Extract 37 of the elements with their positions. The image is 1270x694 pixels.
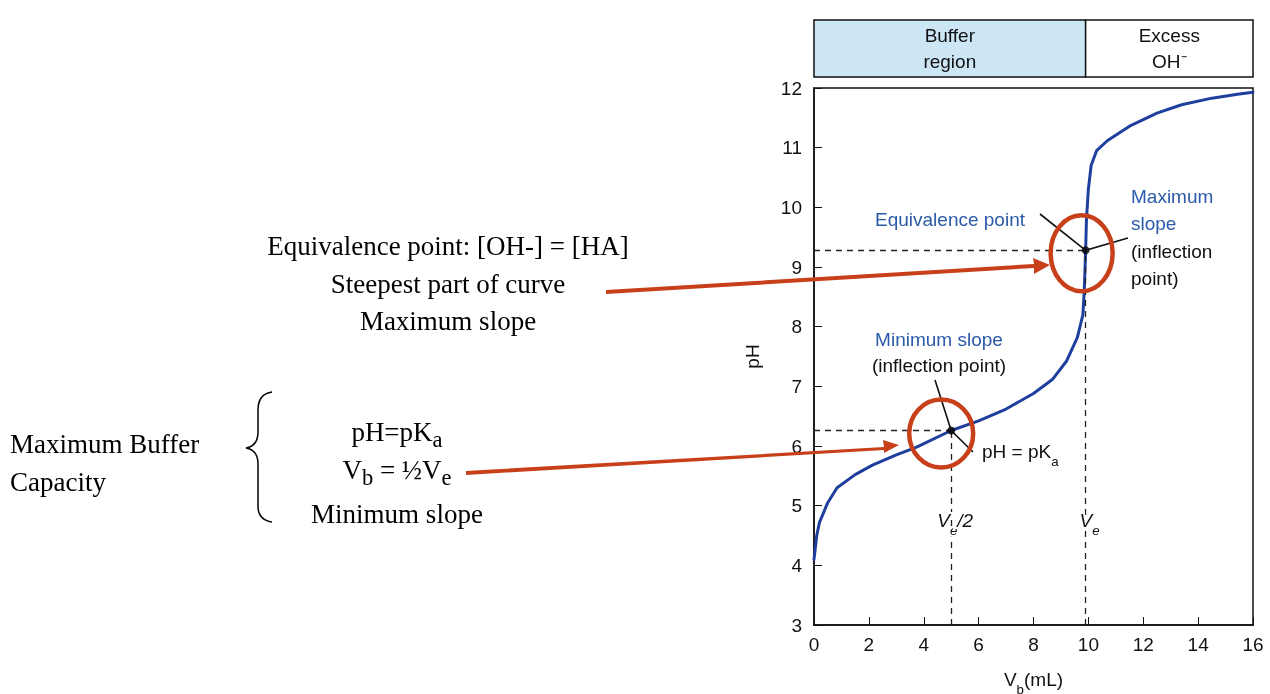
text: Maximum slope — [358, 305, 538, 338]
annotation: Minimum slope — [875, 329, 1003, 350]
y-tick-label: 9 — [791, 256, 802, 278]
x-tick-label: 12 — [1132, 634, 1154, 655]
text: Equivalence point: [OH-] = [HA] — [266, 230, 630, 263]
text: Steepest part of curve — [329, 268, 567, 301]
x-tick-label: 10 — [1077, 634, 1099, 655]
x-tick-label: 14 — [1187, 634, 1210, 655]
x-axis-title: V$_{b}$(mL) — [1003, 669, 1064, 694]
annotation: (inflection point) — [1131, 241, 1213, 289]
text: Maximum Buffer Capacity — [10, 428, 201, 499]
x-tick-label: 8 — [1028, 634, 1039, 655]
text: Buffer region — [923, 25, 977, 72]
y-tick-label: 10 — [780, 196, 802, 218]
ref-line-label: V$_{e}$ — [1079, 509, 1100, 538]
annotation: Maximum slope — [1131, 186, 1214, 234]
y-tick-label: 5 — [791, 495, 802, 517]
text: pH=pK$_{a}$ — [351, 417, 443, 453]
y-axis-title: pH — [742, 344, 763, 369]
x-tick-label: 0 — [808, 634, 820, 655]
annotation: (inflection point) — [871, 355, 1007, 376]
y-tick-label: 7 — [791, 375, 802, 397]
x-tick-label: 16 — [1242, 634, 1264, 655]
y-tick-label: 6 — [791, 435, 802, 457]
y-tick-label: 11 — [782, 137, 802, 159]
x-tick-label: 2 — [863, 634, 875, 655]
y-tick-label: 4 — [791, 554, 803, 576]
y-tick-label: 3 — [791, 614, 802, 636]
text: Excess OH⁻ — [1138, 25, 1200, 72]
y-tick-label: 12 — [780, 77, 802, 99]
text: Minimum slope — [310, 498, 484, 531]
y-tick-label: 8 — [791, 316, 802, 338]
text: V$_{b}$ = ½V$_{e}$ — [342, 455, 452, 491]
annotation: pH = pK$_{a}$ — [982, 441, 1060, 469]
x-tick-label: 6 — [973, 634, 984, 655]
x-tick-label: 4 — [918, 634, 930, 655]
annotation: Equivalence point — [875, 209, 1026, 230]
